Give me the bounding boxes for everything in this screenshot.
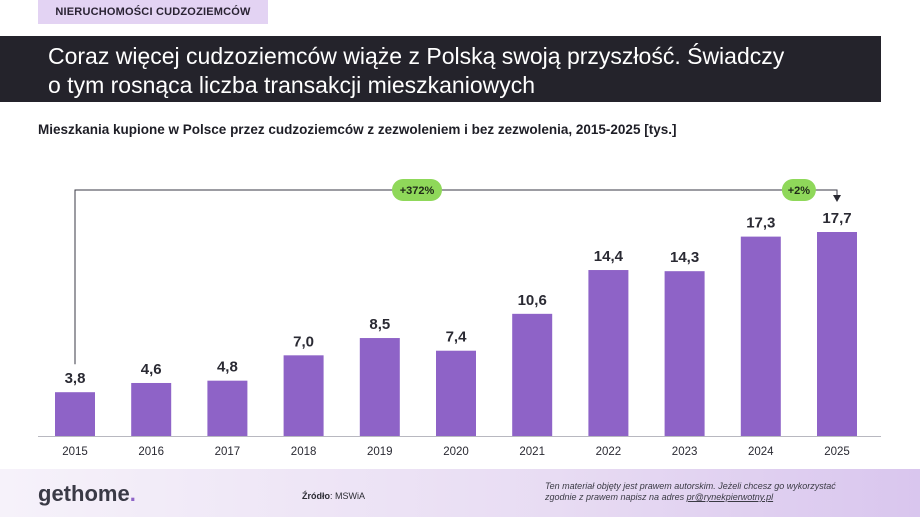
bar-2015 xyxy=(55,392,95,436)
bar-2020 xyxy=(436,350,476,436)
x-tick-2016: 2016 xyxy=(138,446,164,458)
headline-line-2: o tym rosnąca liczba transakcji mieszkan… xyxy=(48,72,536,98)
gethome-logo: gethome. xyxy=(38,481,136,507)
copyright-line-2: zgodnie z prawem napisz na adres pr@ryne… xyxy=(545,492,875,503)
x-tick-2021: 2021 xyxy=(519,446,545,458)
bar-2022 xyxy=(588,270,629,436)
copyright-line-1: Ten materiał objęty jest prawem autorski… xyxy=(545,481,836,491)
source-label: Źródło xyxy=(302,491,330,501)
bar-2025 xyxy=(817,232,857,436)
source-value: : MSWiA xyxy=(330,491,365,501)
data-label-2023: 14,3 xyxy=(670,249,699,266)
bar-2017 xyxy=(207,380,248,436)
x-tick-2020: 2020 xyxy=(443,446,469,458)
data-label-2022: 14,4 xyxy=(594,248,624,265)
data-label-2016: 4,6 xyxy=(141,361,162,378)
annotation-2-badge xyxy=(781,179,816,201)
bar-2021 xyxy=(512,313,553,436)
growth-bracket-arrow xyxy=(833,195,841,202)
bar-chart: 3,8 2015 4,6 2016 4,8 2017 7,0 2018 8,5 2019 7,4 20… xyxy=(38,179,881,458)
headline: Coraz więcej cudzoziemców wiąże z Polską… xyxy=(0,36,881,102)
bar-2019 xyxy=(359,338,400,436)
x-tick-2024: 2024 xyxy=(748,446,774,458)
chart-title: Mieszkania kupione w Polsce przez cudzoz… xyxy=(38,122,677,137)
x-tick-2025: 2025 xyxy=(824,446,850,458)
headline-line-1: Coraz więcej cudzoziemców wiąże z Polską… xyxy=(48,43,785,69)
logo-text: gethome xyxy=(38,481,130,506)
annotation-2-label: +2% xyxy=(788,185,811,197)
x-tick-2023: 2023 xyxy=(672,446,698,458)
data-label-2019: 8,5 xyxy=(369,316,390,333)
annotation-372-badge xyxy=(392,179,442,201)
x-tick-2018: 2018 xyxy=(291,446,317,458)
x-tick-2015: 2015 xyxy=(62,446,88,458)
x-tick-2017: 2017 xyxy=(215,446,241,458)
x-tick-2022: 2022 xyxy=(596,446,622,458)
x-tick-2019: 2019 xyxy=(367,446,393,458)
source-note: Źródło: MSWiA xyxy=(302,491,365,501)
data-label-2024: 17,3 xyxy=(746,215,775,232)
bar-2024 xyxy=(740,236,781,436)
section-tag: NIERUCHOMOŚCI CUDZOZIEMCÓW xyxy=(38,0,268,24)
data-label-2025: 17,7 xyxy=(822,210,851,227)
copyright-email-link[interactable]: pr@rynekpierwotny.pl xyxy=(686,492,774,502)
footer: gethome. Źródło: MSWiA Ten materiał obję… xyxy=(0,469,920,517)
data-label-2017: 4,8 xyxy=(217,359,238,376)
copyright-line-2-text: zgodnie z prawem napisz na adres xyxy=(545,492,687,502)
data-label-2020: 7,4 xyxy=(446,329,468,346)
copyright-note: Ten materiał objęty jest prawem autorski… xyxy=(545,481,875,503)
annotation-372-label: +372% xyxy=(400,185,435,197)
bar-2018 xyxy=(283,355,324,436)
data-label-2018: 7,0 xyxy=(293,333,314,350)
data-label-2015: 3,8 xyxy=(65,370,86,387)
bar-2016 xyxy=(131,382,172,436)
logo-dot: . xyxy=(129,481,136,506)
data-label-2021: 10,6 xyxy=(518,292,547,309)
bar-2023 xyxy=(664,271,705,436)
